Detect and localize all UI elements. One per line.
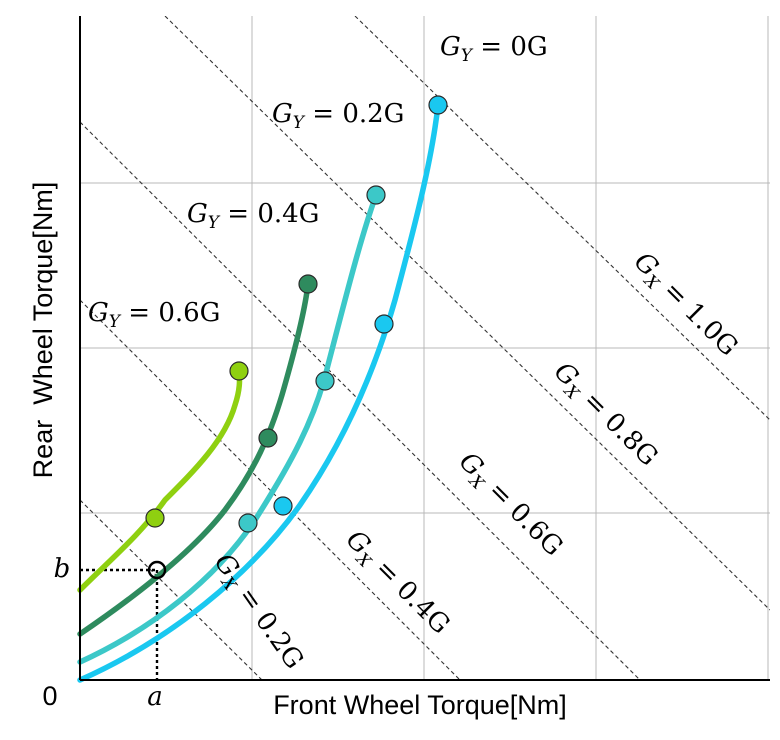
iso-line bbox=[354, 16, 770, 421]
iso-line bbox=[80, 299, 461, 680]
data-point bbox=[258, 428, 278, 448]
series-0-2g-label: GY = 0.2G bbox=[272, 99, 404, 133]
iso-label: GX = 1.0G bbox=[625, 247, 743, 365]
series-0-4g-line bbox=[77, 281, 311, 637]
iso-line bbox=[80, 499, 263, 680]
data-point bbox=[315, 371, 335, 391]
data-point bbox=[238, 513, 258, 533]
x-axis-title: Front Wheel Torque[Nm] bbox=[273, 690, 567, 720]
example-x-label: a bbox=[147, 682, 163, 712]
data-point bbox=[145, 508, 165, 528]
series-0g-line bbox=[77, 102, 441, 683]
iso-line bbox=[164, 16, 770, 611]
series-0-2g-line bbox=[77, 192, 379, 665]
data-point bbox=[229, 361, 249, 381]
y-axis-title: Rear Wheel Torque[Nm] bbox=[28, 182, 58, 479]
series-0g-label: GY = 0G bbox=[440, 32, 548, 66]
series-labels: GY = 0G GY = 0.2G GY = 0.4G GY = 0.6G bbox=[88, 32, 548, 332]
series-0-4g-label: GY = 0.4G bbox=[187, 199, 319, 233]
iso-label: GX = 0.6G bbox=[450, 447, 568, 565]
series-markers bbox=[145, 95, 448, 580]
iso-label: GX = 0.2G bbox=[205, 548, 309, 677]
data-point bbox=[366, 185, 386, 205]
data-point bbox=[374, 314, 394, 334]
series-curves bbox=[77, 102, 441, 683]
series-0-6g-line bbox=[77, 368, 243, 593]
origin-label: 0 bbox=[42, 681, 57, 711]
grid bbox=[80, 16, 770, 680]
iso-label: GX = 0.8G bbox=[545, 357, 663, 475]
example-guides bbox=[80, 568, 159, 680]
data-point bbox=[428, 95, 448, 115]
series-0-6g-label: GY = 0.6G bbox=[88, 298, 220, 332]
data-point bbox=[298, 274, 318, 294]
iso-label: GX = 0.4G bbox=[337, 525, 455, 643]
example-point bbox=[147, 560, 167, 580]
example-y-label: b bbox=[54, 554, 71, 584]
data-point bbox=[273, 496, 293, 516]
